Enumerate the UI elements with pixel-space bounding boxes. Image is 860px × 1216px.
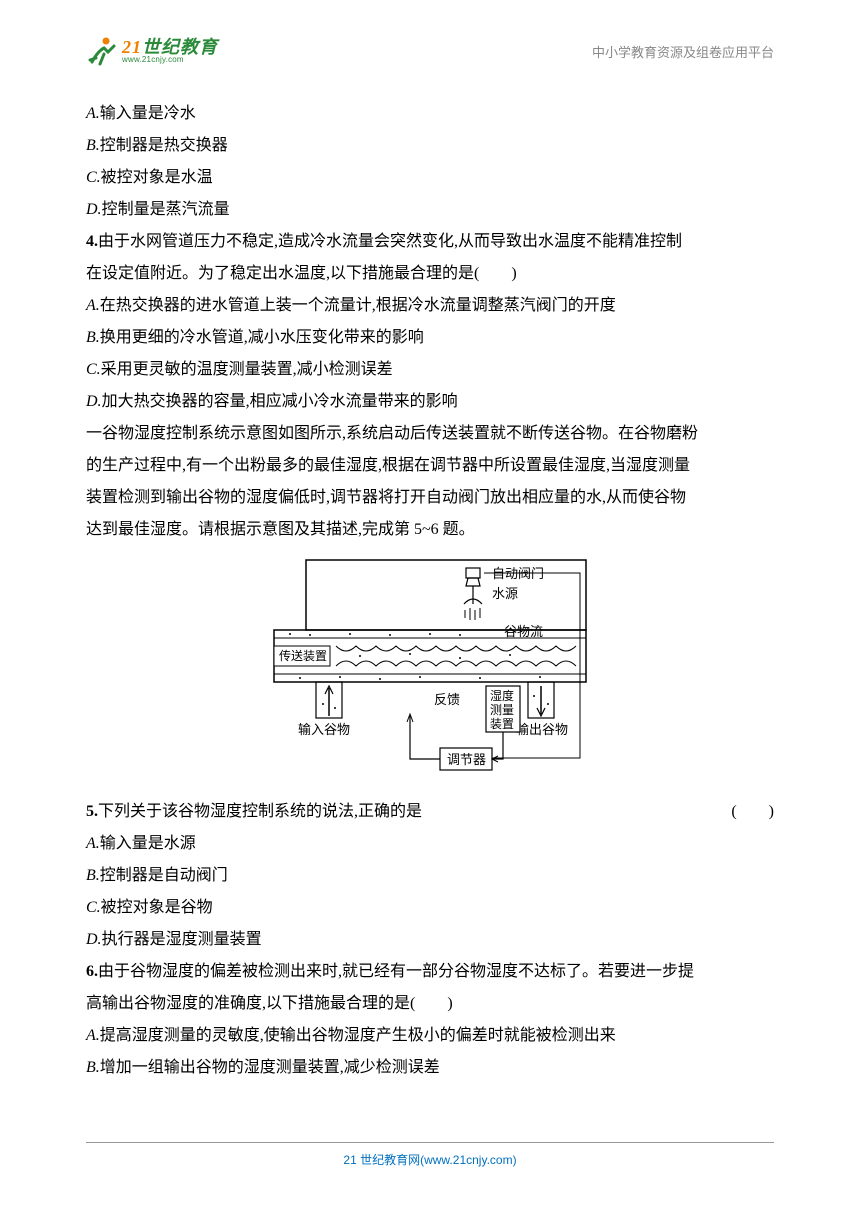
q5-option-d: D.执行器是湿度测量装置 [86, 924, 774, 956]
logo-url: www.21cnjy.com [122, 56, 218, 64]
label-grain-flow: 谷物流 [504, 624, 543, 639]
q3-option-c: C.被控对象是水温 [86, 162, 774, 194]
svg-text:测量: 测量 [490, 703, 514, 717]
passage-line3: 装置检测到输出谷物的湿度偏低时,调节器将打开自动阀门放出相应量的水,从而使谷物 [86, 482, 774, 514]
grain-humidity-diagram: 自动阀门 水源 谷物流 传送装置 [260, 556, 600, 788]
document-body: A.输入量是冷水 B.控制器是热交换器 C.被控对象是水温 D.控制量是蒸汽流量… [0, 78, 860, 1084]
q4-option-b: B.换用更细的冷水管道,减小水压变化带来的影响 [86, 322, 774, 354]
svg-text:湿度: 湿度 [490, 688, 514, 703]
q3-option-a: A.输入量是冷水 [86, 98, 774, 130]
q6-option-b: B.增加一组输出谷物的湿度测量装置,减少检测误差 [86, 1052, 774, 1084]
q4-stem-cont: 在设定值附近。为了稳定出水温度,以下措施最合理的是( ) [86, 258, 774, 290]
label-output-grain: 输出谷物 [516, 722, 568, 737]
logo-text: 21世纪教育 www.21cnjy.com [122, 38, 218, 64]
q5-option-b: B.控制器是自动阀门 [86, 860, 774, 892]
logo: 21世纪教育 www.21cnjy.com [86, 36, 218, 66]
label-conveyor: 传送装置 [279, 648, 327, 663]
label-feedback: 反馈 [434, 692, 460, 707]
q6-stem: 6.由于谷物湿度的偏差被检测出来时,就已经有一部分谷物湿度不达标了。若要进一步提 [86, 956, 774, 988]
page-footer: 21 世纪教育网(www.21cnjy.com) [0, 1142, 860, 1168]
passage-line2: 的生产过程中,有一个出粉最多的最佳湿度,根据在调节器中所设置最佳湿度,当湿度测量 [86, 450, 774, 482]
label-regulator: 调节器 [447, 752, 486, 767]
label-water-source: 水源 [492, 586, 518, 601]
svg-text:装置: 装置 [490, 717, 514, 731]
q5-option-c: C.被控对象是谷物 [86, 892, 774, 924]
footer-text: 21 世纪教育网(www.21cnjy.com) [343, 1153, 516, 1167]
logo-running-man-icon [86, 36, 118, 66]
footer-divider [86, 1142, 774, 1143]
q6-option-a: A.提高湿度测量的灵敏度,使输出谷物湿度产生极小的偏差时就能被检测出来 [86, 1020, 774, 1052]
q4-option-c: C.采用更灵敏的温度测量装置,减小检测误差 [86, 354, 774, 386]
passage-line1: 一谷物湿度控制系统示意图如图所示,系统启动后传送装置就不断传送谷物。在谷物磨粉 [86, 418, 774, 450]
logo-title: 21世纪教育 [122, 38, 218, 56]
q5-stem: 5.下列关于该谷物湿度控制系统的说法,正确的是 ( ) [86, 796, 774, 828]
q6-stem-cont: 高输出谷物湿度的准确度,以下措施最合理的是( ) [86, 988, 774, 1020]
page-header: 21世纪教育 www.21cnjy.com 中小学教育资源及组卷应用平台 [0, 0, 860, 78]
diagram-container: 自动阀门 水源 谷物流 传送装置 [86, 556, 774, 788]
passage-line4: 达到最佳湿度。请根据示意图及其描述,完成第 5~6 题。 [86, 514, 774, 546]
q4-option-d: D.加大热交换器的容量,相应减小冷水流量带来的影响 [86, 386, 774, 418]
header-subtitle: 中小学教育资源及组卷应用平台 [592, 42, 774, 61]
q3-option-d: D.控制量是蒸汽流量 [86, 194, 774, 226]
q4-stem: 4.由于水网管道压力不稳定,造成冷水流量会突然变化,从而导致出水温度不能精准控制 [86, 226, 774, 258]
label-input-grain: 输入谷物 [298, 722, 350, 737]
q5-option-a: A.输入量是水源 [86, 828, 774, 860]
q4-option-a: A.在热交换器的进水管道上装一个流量计,根据冷水流量调整蒸汽阀门的开度 [86, 290, 774, 322]
q3-option-b: B.控制器是热交换器 [86, 130, 774, 162]
